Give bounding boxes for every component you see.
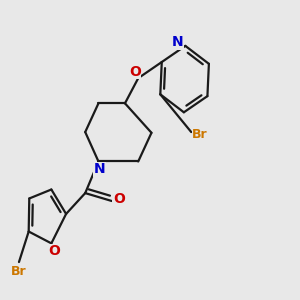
Text: Br: Br	[11, 265, 27, 278]
Text: O: O	[129, 65, 141, 79]
Text: N: N	[171, 35, 183, 49]
Text: Br: Br	[192, 128, 208, 141]
Text: O: O	[48, 244, 60, 258]
Text: N: N	[94, 162, 106, 176]
Text: O: O	[113, 192, 125, 206]
